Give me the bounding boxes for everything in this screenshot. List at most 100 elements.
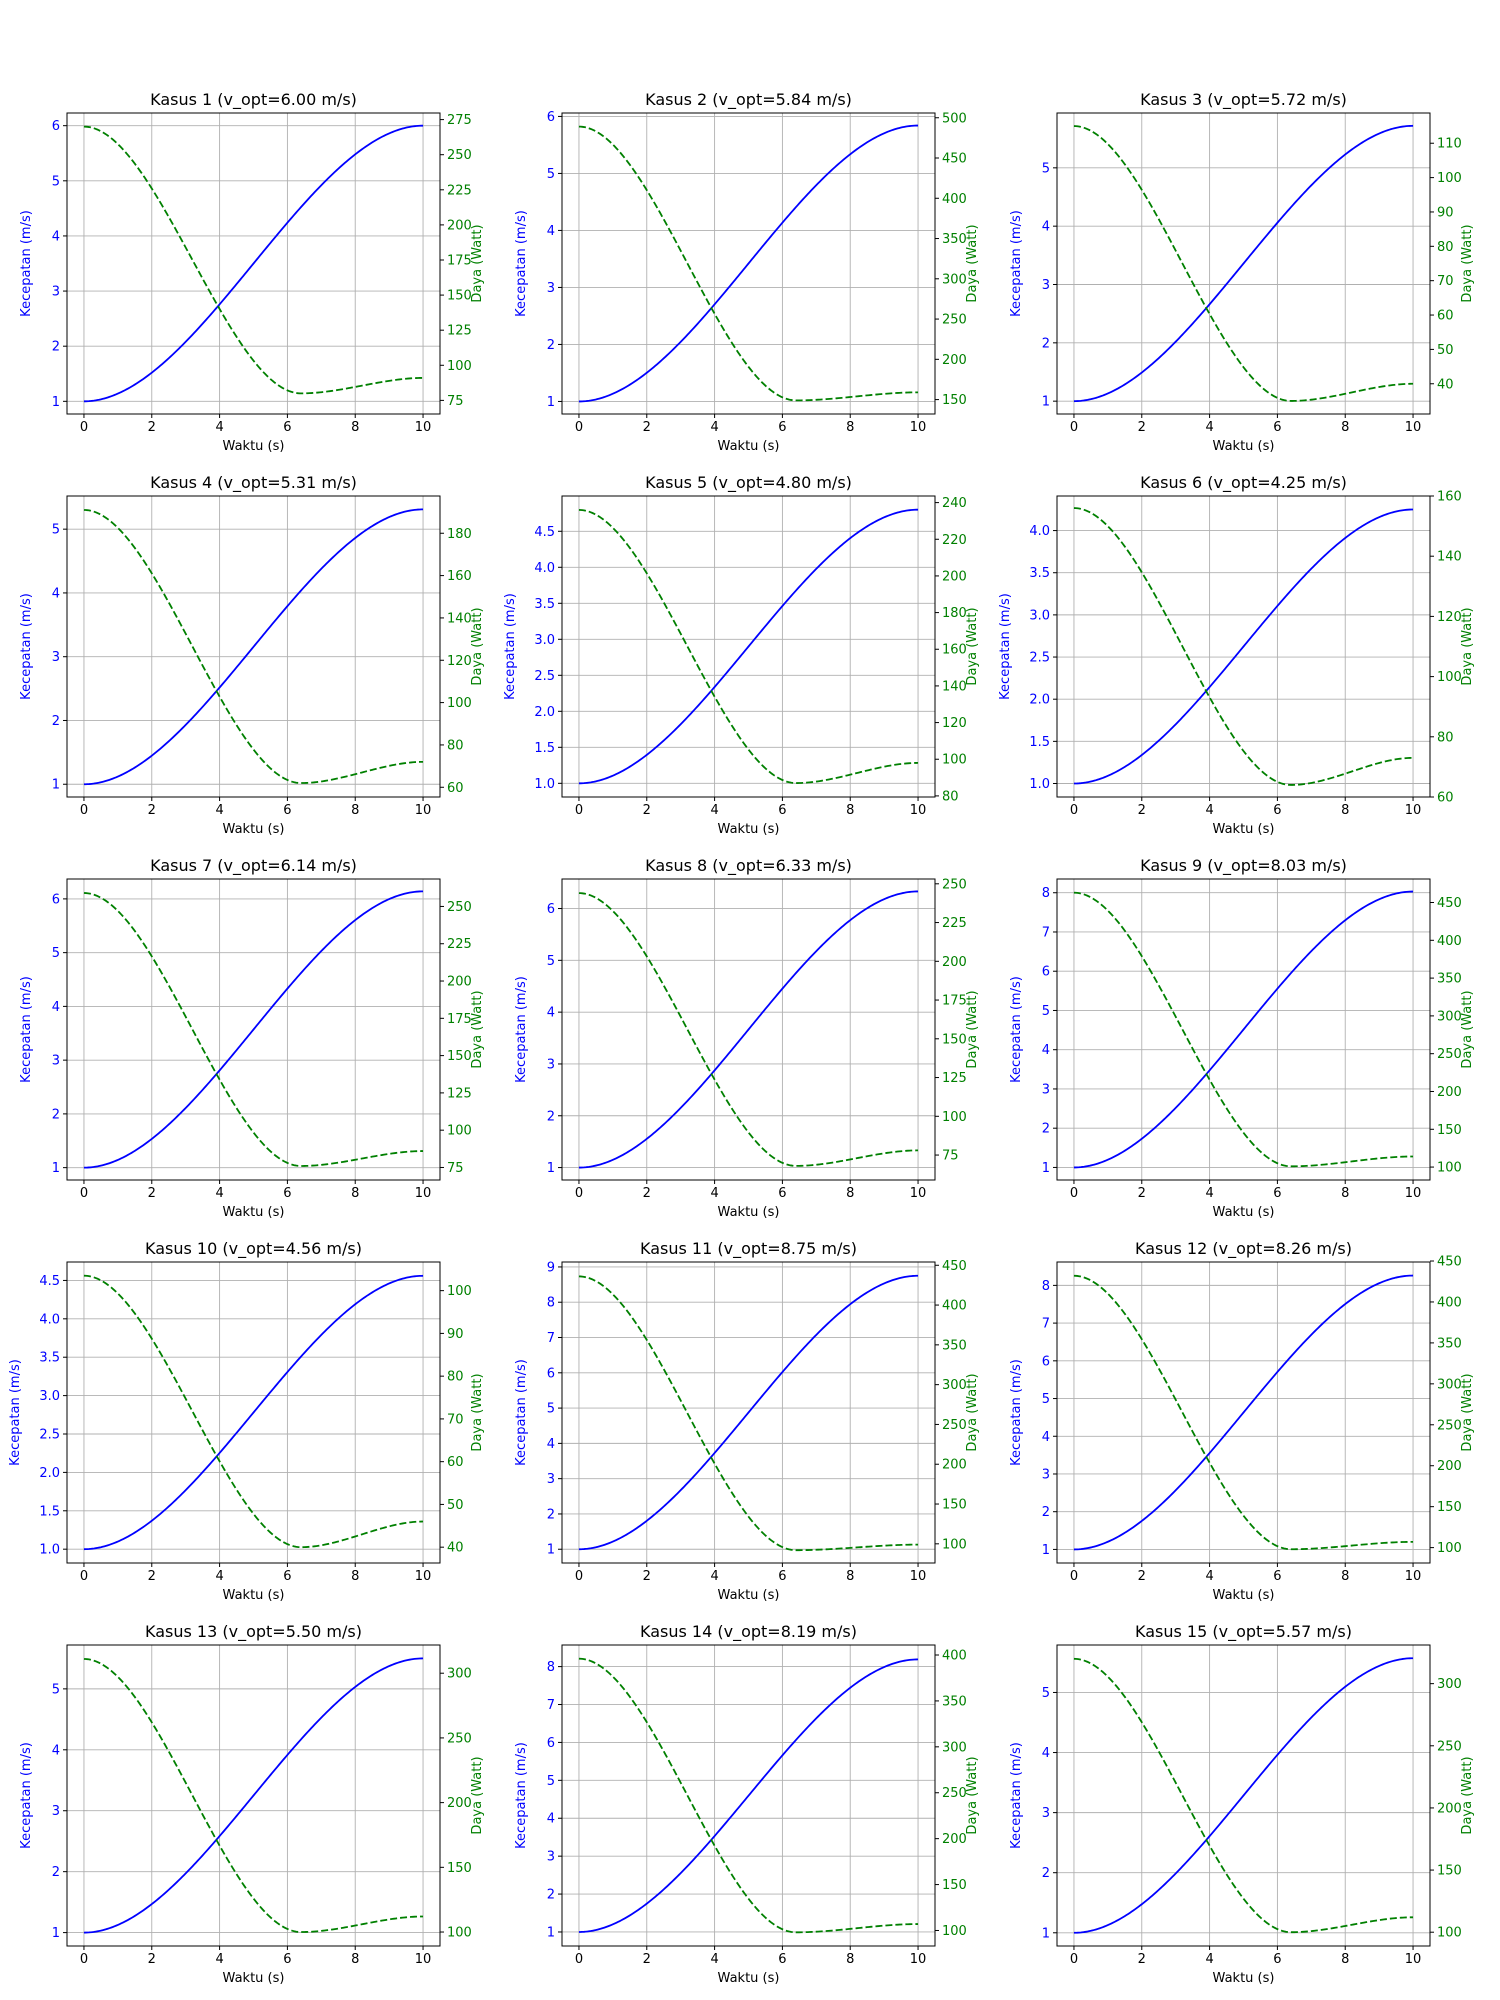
y-tick-label-left: 5 — [52, 523, 60, 538]
y-tick-label-left: 4 — [547, 224, 555, 239]
y-tick-label-left: 3 — [547, 1472, 555, 1487]
y-tick-label-right: 225 — [447, 937, 472, 952]
y-axis-label-left: Kecepatan (m/s) — [514, 1359, 529, 1466]
y-tick-label-right: 250 — [447, 1731, 472, 1746]
x-tick-label: 2 — [1138, 1186, 1146, 1201]
x-tick-label: 2 — [643, 1952, 651, 1967]
y-tick-label-left: 5 — [52, 1682, 60, 1697]
subplot-title: Kasus 15 (v_opt=5.57 m/s) — [1135, 1622, 1352, 1642]
y-axis-label-left: Kecepatan (m/s) — [19, 976, 34, 1083]
subplot-1: 0 2 4 6 8 1012345675100125150175200225250275K… — [19, 90, 485, 454]
x-tick-label: 4 — [215, 1952, 223, 1967]
y-tick-label-right: 300 — [1437, 1677, 1462, 1692]
subplot-title: Kasus 7 (v_opt=6.14 m/s) — [150, 856, 357, 876]
x-tick-label: 8 — [351, 1569, 359, 1584]
y-tick-label-left: 3 — [547, 281, 555, 296]
subplot-14: 0 2 4 6 8 1012345678100150200250300350400Kasu… — [514, 1622, 980, 1986]
x-tick-label: 4 — [215, 420, 223, 435]
y-axis-label-right: Daya (Watt) — [965, 1373, 980, 1451]
y-tick-label-right: 110 — [1437, 137, 1462, 152]
speed-line — [83, 124, 424, 403]
x-tick-label: 4 — [1205, 1952, 1213, 1967]
y-tick-label-right: 175 — [447, 253, 472, 268]
y-axis-label-left: Kecepatan (m/s) — [514, 1742, 529, 1849]
y-tick-label-right: 100 — [1437, 171, 1462, 186]
y-tick-label-right: 140 — [447, 611, 472, 626]
y-tick-label-right: 250 — [942, 313, 967, 328]
y-tick-label-left: 5 — [1042, 161, 1050, 176]
grid — [1057, 1262, 1430, 1563]
x-tick-label: 8 — [1341, 420, 1349, 435]
y-tick-label-left: 2.0 — [39, 1466, 60, 1481]
y-tick-label-right: 400 — [1437, 934, 1462, 949]
axes-frame — [561, 1261, 936, 1564]
y-tick-label-left: 4.5 — [39, 1274, 60, 1289]
power-line — [578, 1657, 919, 1934]
y-tick-label-right: 250 — [942, 877, 967, 892]
axes-frame — [561, 112, 936, 415]
x-tick-label: 4 — [710, 1186, 718, 1201]
y-tick-label-right: 50 — [447, 1498, 464, 1513]
x-tick-label: 0 — [1070, 803, 1078, 818]
y-tick-label-left: 1 — [547, 1925, 555, 1940]
x-axis-label: Waktu (s) — [1213, 439, 1275, 454]
x-axis-label: Waktu (s) — [223, 439, 285, 454]
subplot-11: 0 2 4 6 8 10123456789100150200250300350400450… — [514, 1239, 980, 1603]
y-tick-label-left: 5 — [547, 1402, 555, 1417]
y-tick-label-right: 150 — [447, 1861, 472, 1876]
x-tick-label: 8 — [846, 1569, 854, 1584]
y-tick-label-right: 125 — [447, 1086, 472, 1101]
x-axis-label: Waktu (s) — [718, 1588, 780, 1603]
y-tick-label-left: 5 — [547, 1774, 555, 1789]
y-tick-label-right: 150 — [1437, 1864, 1462, 1879]
y-tick-label-right: 100 — [447, 1926, 472, 1941]
x-axis-label: Waktu (s) — [1213, 1971, 1275, 1986]
x-axis-label: Waktu (s) — [223, 1971, 285, 1986]
power-line — [1073, 507, 1414, 786]
y-tick-label-left: 4 — [547, 1812, 555, 1827]
x-tick-label: 4 — [1205, 420, 1213, 435]
y-tick-label-right: 120 — [942, 716, 967, 731]
x-tick-label: 10 — [415, 1952, 432, 1967]
y-tick-label-left: 1 — [52, 1926, 60, 1941]
y-tick-label-right: 120 — [1437, 610, 1462, 625]
y-tick-label-left: 3 — [52, 1054, 60, 1069]
y-tick-label-left: 2 — [1042, 1505, 1050, 1520]
power-line — [83, 125, 424, 395]
y-tick-label-left: 2.5 — [534, 669, 555, 684]
subplot-title: Kasus 10 (v_opt=4.56 m/s) — [145, 1239, 362, 1259]
y-tick-label-left: 2 — [52, 1107, 60, 1122]
x-tick-label: 0 — [80, 1186, 88, 1201]
y-tick-label-left: 5 — [1042, 1686, 1050, 1701]
x-tick-label: 10 — [1405, 1569, 1422, 1584]
y-tick-label-right: 40 — [447, 1541, 464, 1556]
y-axis-label-left: Kecepatan (m/s) — [1009, 210, 1024, 317]
y-tick-label-left: 4 — [52, 1743, 60, 1758]
y-tick-label-left: 5 — [1042, 1004, 1050, 1019]
y-tick-label-left: 1 — [547, 1161, 555, 1176]
y-tick-label-right: 140 — [1437, 550, 1462, 565]
y-tick-label-right: 300 — [942, 1378, 967, 1393]
x-tick-label: 6 — [283, 1186, 291, 1201]
y-tick-label-right: 160 — [1437, 490, 1462, 505]
axes-frame — [1056, 112, 1431, 415]
x-tick-label: 6 — [283, 420, 291, 435]
x-tick-label: 4 — [1205, 803, 1213, 818]
x-tick-label: 0 — [575, 1569, 583, 1584]
y-tick-label-right: 80 — [1437, 730, 1454, 745]
speed-line — [578, 124, 919, 403]
x-tick-label: 10 — [910, 420, 927, 435]
y-axis-label-left: Kecepatan (m/s) — [1009, 1359, 1024, 1466]
y-tick-label-right: 100 — [447, 359, 472, 374]
grid — [562, 1262, 935, 1563]
x-tick-label: 10 — [910, 1569, 927, 1584]
x-tick-label: 0 — [80, 1952, 88, 1967]
x-tick-label: 6 — [1273, 803, 1281, 818]
grid — [562, 879, 935, 1180]
y-tick-label-right: 160 — [447, 569, 472, 584]
y-tick-label-left: 5 — [547, 954, 555, 969]
power-line — [1073, 125, 1414, 402]
axes-frame — [66, 495, 441, 798]
